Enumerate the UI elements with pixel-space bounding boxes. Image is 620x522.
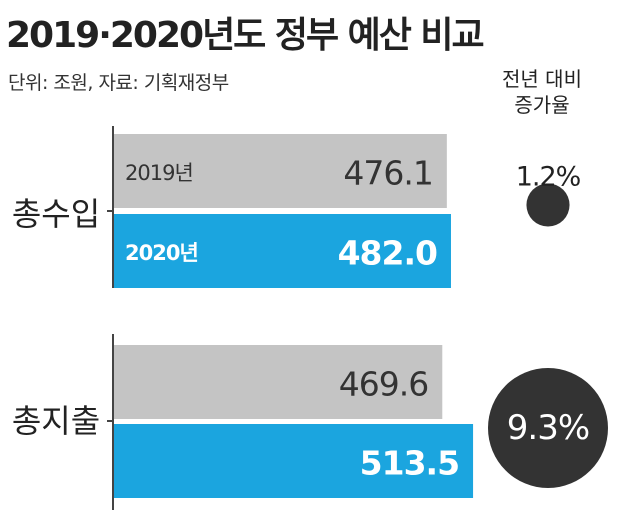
category-label: 총지출 [12,402,100,440]
bar-2020 [113,424,474,498]
growth-rate-circle [488,368,608,488]
bar-2019 [113,345,443,419]
growth-rate-label: 1.2% [516,162,581,193]
bar-value-label: 513.5 [360,444,459,483]
bar-value-label: 469.6 [339,365,428,404]
series-label: 2020년 [125,241,198,265]
chart-title: 2019·2020년도 정부 예산 비교 [6,15,485,56]
category-label: 총수입 [12,195,100,233]
growth-rate-header: 전년 대비 증가율 [482,66,602,118]
bar-value-label: 476.1 [343,154,432,193]
series-label: 2019년 [125,161,193,185]
bar-2019 [113,134,447,208]
bar-2020 [113,214,451,288]
bar-value-label: 482.0 [338,234,437,273]
growth-rate-circle [526,183,570,227]
growth-rate-header-line-1: 전년 대비 [502,67,582,91]
growth-rate-header-line-2: 증가율 [514,93,570,117]
chart-subtitle: 단위: 조원, 자료: 기획재정부 [8,72,229,94]
growth-rate-label: 9.3% [507,408,589,448]
